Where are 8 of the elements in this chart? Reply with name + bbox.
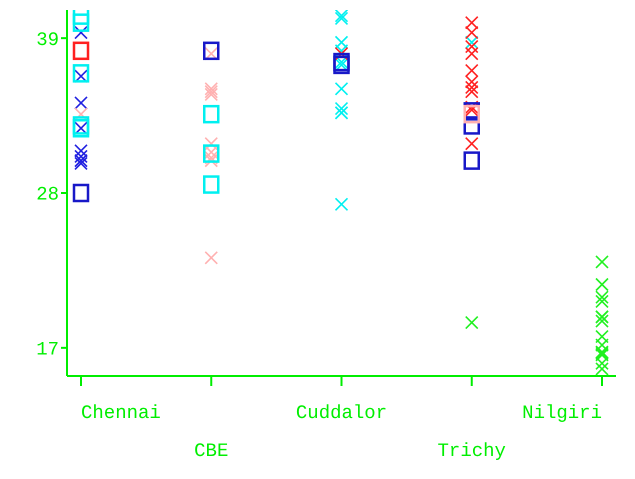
x-tick-label: CBE (194, 440, 228, 462)
x-tick-label: Nilgiri (522, 402, 602, 424)
x-tick-label: Cuddalor (296, 402, 388, 424)
x-tick-label: Chennai (81, 402, 161, 424)
x-tick-label: Trichy (438, 440, 506, 462)
y-tick-label: 28 (36, 184, 59, 206)
y-tick-label: 39 (36, 28, 59, 51)
y-tick-label: 17 (36, 338, 59, 361)
